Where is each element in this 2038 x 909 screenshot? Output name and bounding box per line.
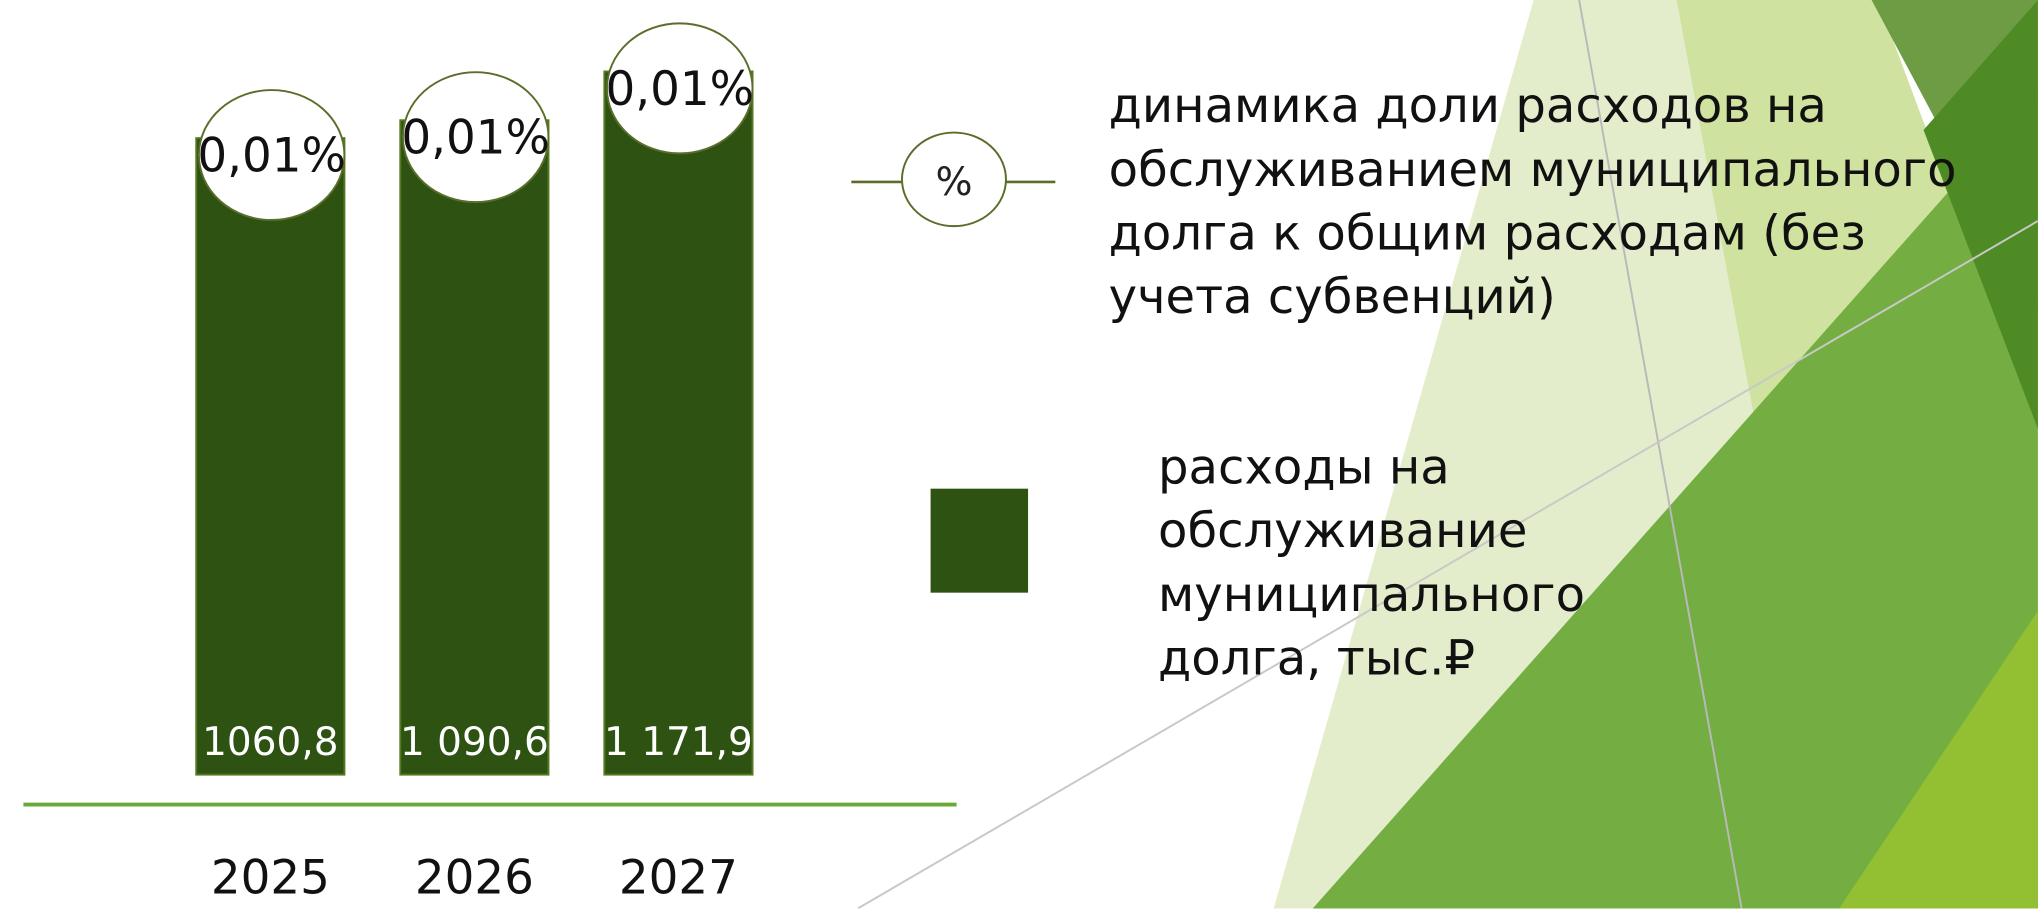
percent-label: 0,01% [197, 129, 346, 183]
bar-value-label: 1 090,6 [400, 720, 549, 765]
bar [400, 120, 548, 774]
page: % 1060,8 2025 0,01% 1 090,6 2026 0,01% 1 171,9… [0, 0, 2038, 908]
legend-swatch [931, 489, 1028, 593]
percent-label: 0,01% [401, 112, 550, 166]
x-tick-label: 2025 [211, 852, 330, 906]
legend-label: расходы на обслуживание муниципального д… [1158, 435, 1587, 690]
percent-label: 0,01% [605, 63, 754, 117]
bar-value-label: 1 171,9 [604, 720, 753, 765]
x-tick-label: 2026 [415, 852, 534, 906]
x-tick-label: 2027 [619, 852, 738, 906]
legend-marker-label: % [935, 160, 972, 205]
bar [604, 71, 752, 774]
slide: % 1060,8 2025 0,01% 1 090,6 2026 0,01% 1 171,9… [0, 0, 2038, 908]
bar [196, 138, 344, 774]
legend-label: динамика доли расходов на обслуживанием … [1109, 74, 2019, 329]
bar-value-label: 1060,8 [202, 720, 338, 765]
